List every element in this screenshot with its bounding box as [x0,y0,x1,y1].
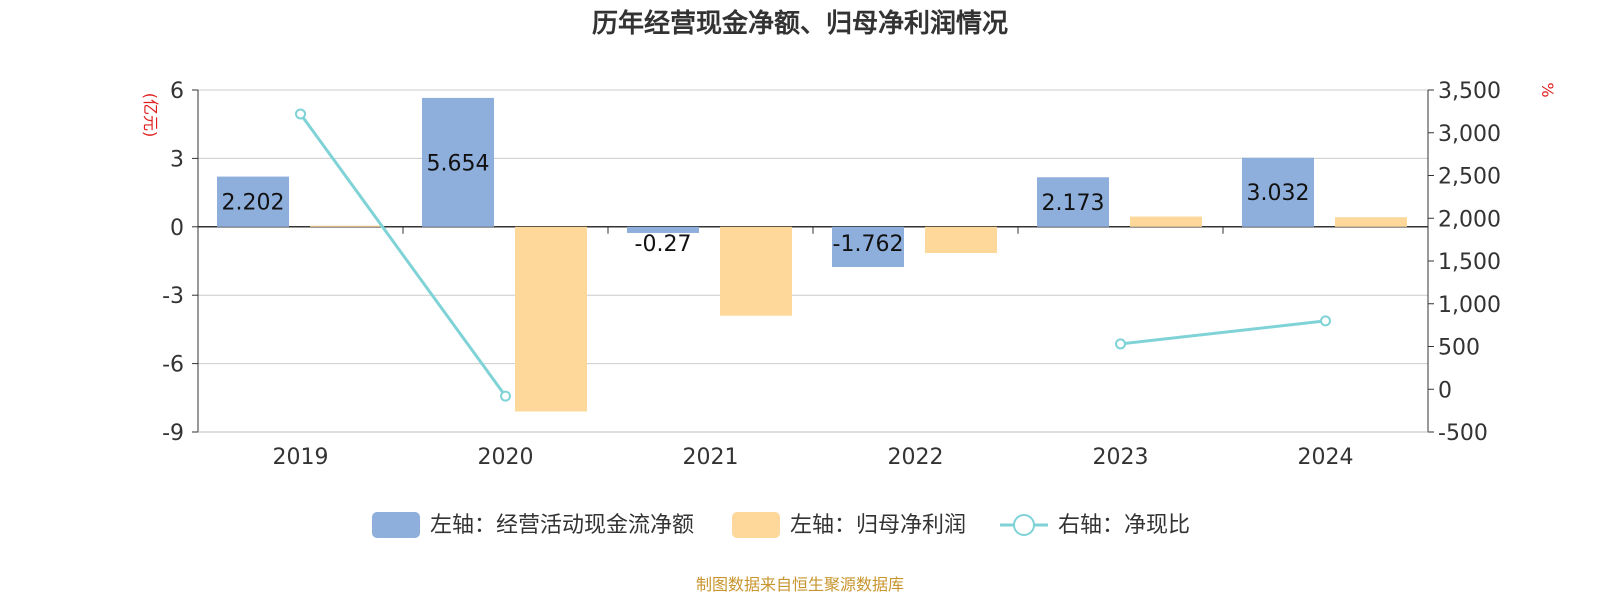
ratio-line [295,108,1331,402]
bar-data-label: 3.032 [1247,181,1310,206]
ratio-point [295,108,306,120]
right-tick-label: 1,500 [1438,250,1501,275]
legend-ratio-label: 右轴：净现比 [1058,513,1190,538]
right-tick-label: 2,000 [1438,207,1501,232]
net-profit-bar [1335,217,1407,227]
left-tick-label: 6 [170,79,184,104]
category-label: 2020 [478,445,534,470]
axes: 6 3 0 -3 -6 -9 3,500 3,000 2,500 2,000 1,500 1,000 5… [162,79,1501,470]
data-labels: 2.202 5.654 -0.27 -1.762 2.173 3.032 [222,151,1310,256]
category-label: 2023 [1093,445,1149,470]
legend-cashflow-item: 左轴：经营活动现金流净额 [372,512,694,538]
right-tick-label: 500 [1438,336,1480,361]
net-profit-bar [720,226,792,316]
chart-title: 历年经营现金净额、归母净利润情况 [592,8,1008,39]
legend-cashflow-label: 左轴：经营活动现金流净额 [430,513,694,538]
category-label: 2019 [273,445,329,470]
source-note: 制图数据来自恒生聚源数据库 [696,575,904,594]
left-tick-label: 0 [170,216,184,241]
right-tick-label: 0 [1438,378,1452,403]
right-axis-unit: % [1538,82,1557,97]
right-tick-label: 3,500 [1438,79,1501,104]
bar-data-label: -0.27 [635,232,692,257]
left-tick-label: -6 [162,353,184,378]
bar-data-label: 2.173 [1042,191,1105,216]
legend-net-profit-item: 左轴：归母净利润 [732,512,966,538]
right-tick-label: -500 [1438,421,1488,446]
ratio-line-segment [1120,319,1326,346]
gridlines [198,89,1428,433]
net-profit-bar [1130,216,1202,227]
bar-data-label: -1.762 [833,232,904,257]
left-tick-label: -3 [162,284,184,309]
legend-cashflow-swatch [372,512,420,538]
legend-net-profit-label: 左轴：归母净利润 [790,513,966,538]
bar-data-label: 5.654 [427,151,490,176]
bars [217,97,1407,412]
cashflow-bar [217,176,289,227]
left-tick-label: -9 [162,421,184,446]
cashflow-bar [627,226,699,233]
legend-ratio-swatch-marker [1013,514,1035,536]
cashflow-bar [422,97,494,227]
net-profit-bar [515,226,587,412]
ratio-point [500,390,511,402]
legend-net-profit-swatch [732,512,780,538]
legend: 左轴：经营活动现金流净额 左轴：归母净利润 右轴：净现比 [372,512,1190,538]
left-tick-label: 3 [170,147,184,172]
ratio-point [1115,338,1126,350]
category-label: 2024 [1298,445,1354,470]
cashflow-bar [1037,177,1109,227]
right-tick-label: 1,000 [1438,293,1501,318]
ratio-point [1320,315,1331,327]
cashflow-bar [1242,157,1314,227]
legend-ratio-item: 右轴：净现比 [1000,513,1190,538]
bar-data-label: 2.202 [222,191,285,216]
right-tick-label: 3,000 [1438,122,1501,147]
net-profit-bar [310,225,382,227]
net-profit-bar [925,226,997,254]
category-label: 2021 [683,445,739,470]
cashflow-bar [832,226,904,267]
category-label: 2022 [888,445,944,470]
left-axis-unit: (亿元) [141,93,160,138]
right-tick-label: 2,500 [1438,165,1501,190]
ratio-line-segment [299,113,507,397]
